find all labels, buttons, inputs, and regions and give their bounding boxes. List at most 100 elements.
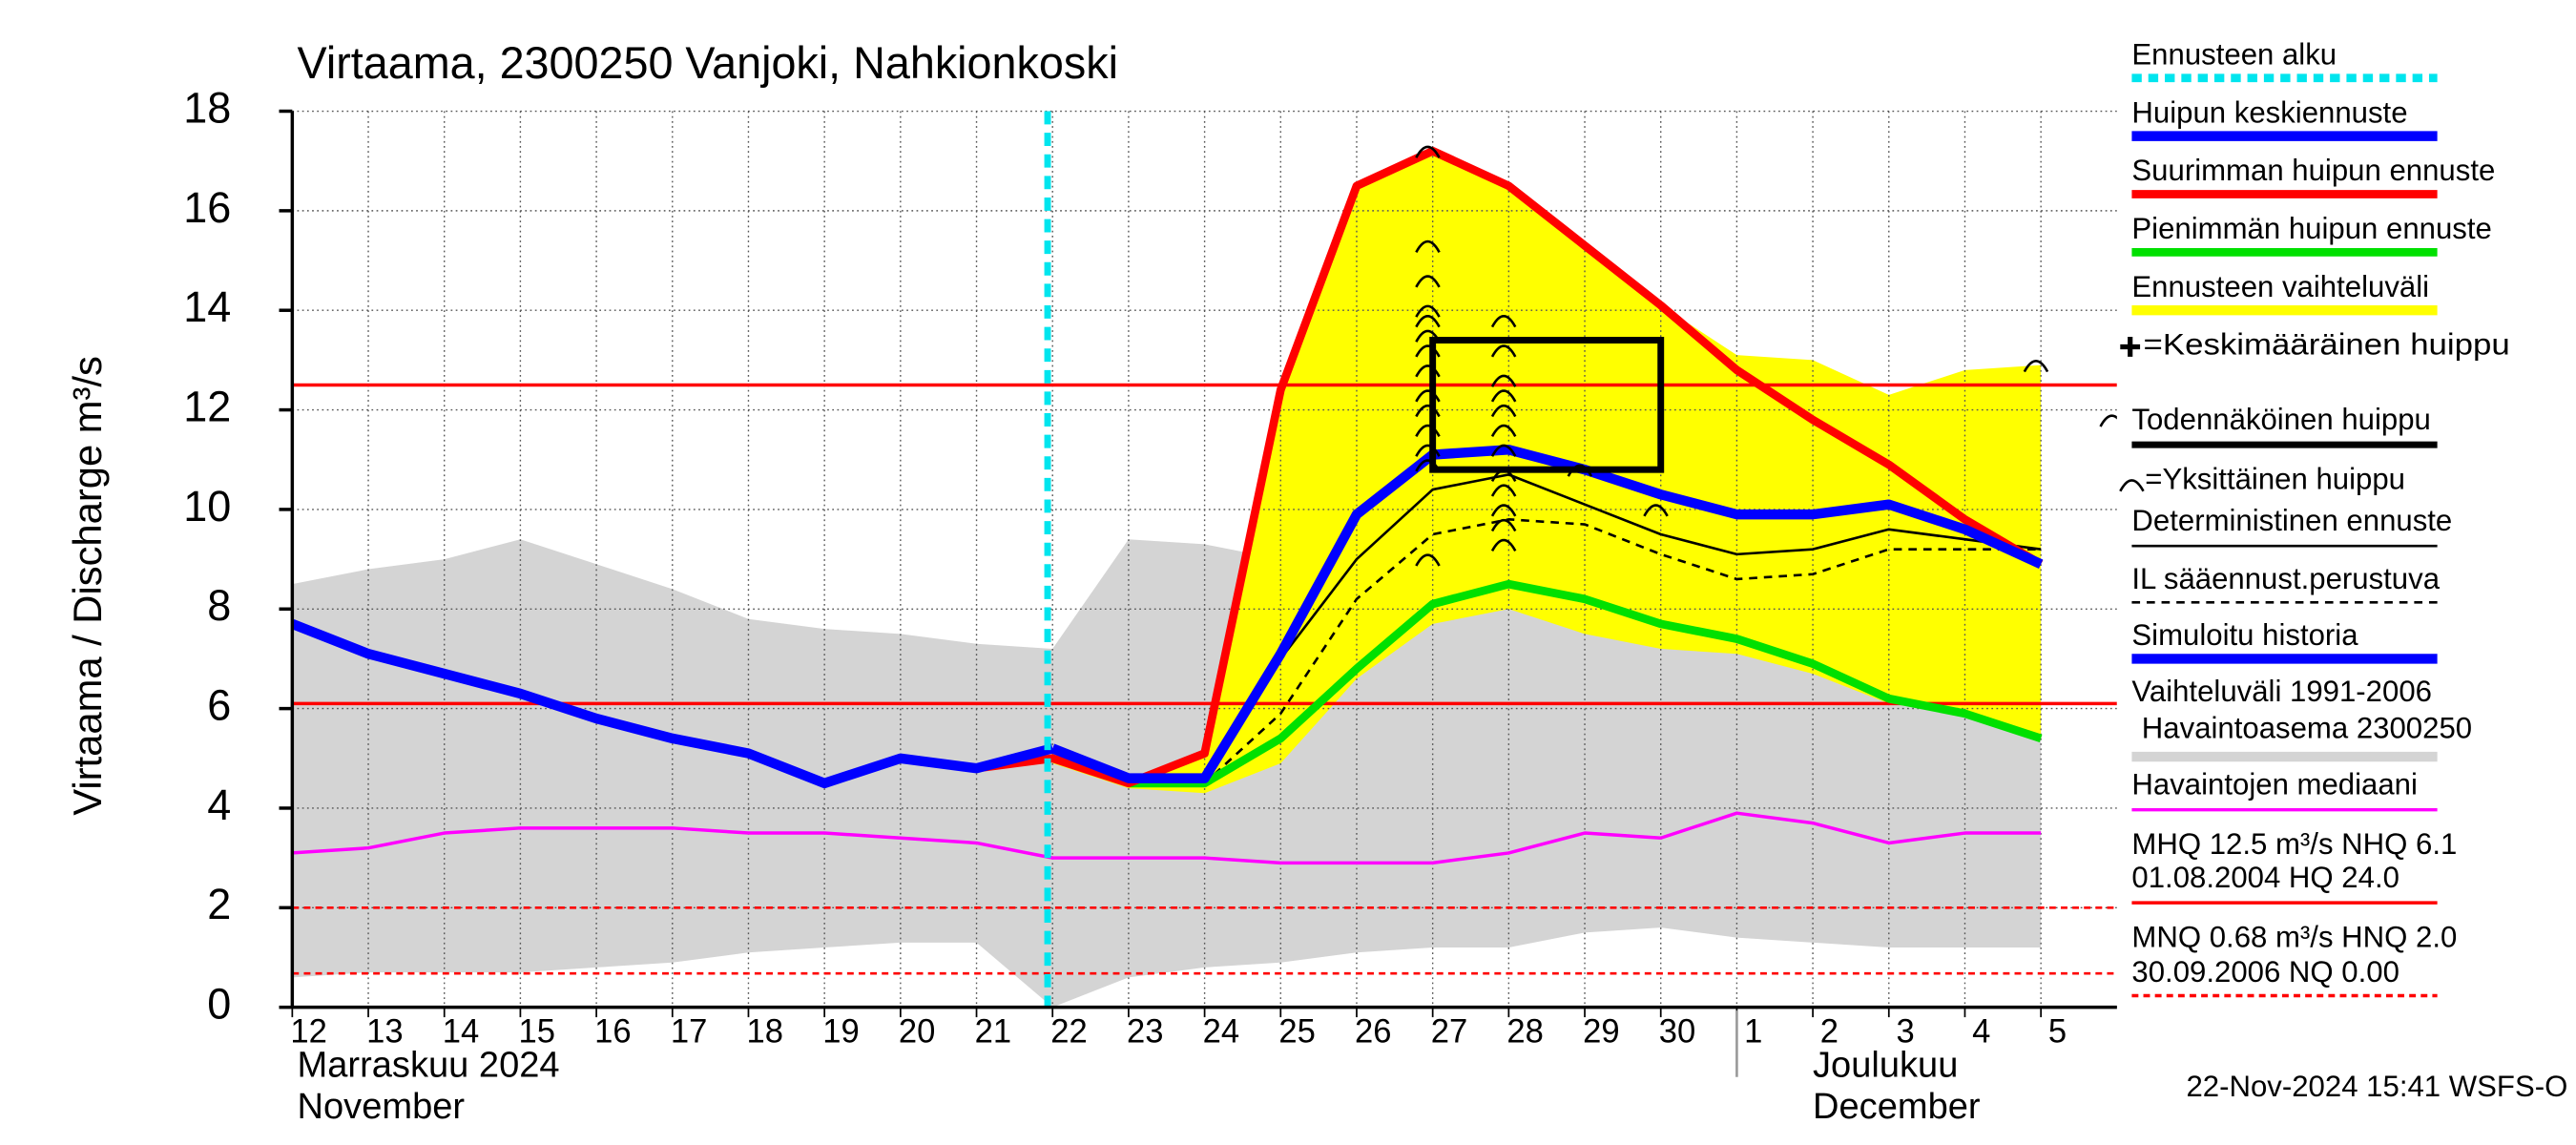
month-label: Marraskuu 2024 xyxy=(298,1044,560,1085)
month-label-en: December xyxy=(1813,1086,1981,1127)
legend-arc xyxy=(2119,479,2145,492)
month-label: Joulukuu xyxy=(1813,1044,1958,1085)
peak-marker xyxy=(1567,464,1593,477)
legend-label: =Yksittäinen huippu xyxy=(2145,463,2405,496)
x-tick-label: 16 xyxy=(594,1014,632,1051)
y-tick-label: 18 xyxy=(183,83,231,132)
peak-marker xyxy=(1415,329,1441,343)
peak-marker xyxy=(1415,404,1441,418)
peak-marker xyxy=(1490,315,1517,328)
legend-label: Ennusteen alku xyxy=(2131,37,2337,71)
series-line xyxy=(975,146,2044,788)
legend-label: Todennäköinen huippu xyxy=(2131,403,2430,436)
peak-marker xyxy=(2099,414,2117,427)
legend-label: Havaintoasema 2300250 xyxy=(2142,711,2472,744)
x-tick-label: 15 xyxy=(518,1014,555,1051)
peak-marker xyxy=(1490,389,1517,403)
legend-label: Vaihteluväli 1991-2006 xyxy=(2131,675,2432,708)
legend-label: Ennusteen vaihteluväli xyxy=(2131,270,2429,303)
series-line xyxy=(1128,518,2042,785)
series-line xyxy=(1128,579,2043,788)
x-tick-label: 13 xyxy=(366,1014,404,1051)
peak-marker xyxy=(1490,468,1517,482)
y-tick-label: 4 xyxy=(207,781,231,829)
x-tick-label: 19 xyxy=(822,1014,860,1051)
legend-label: Simuloitu historia xyxy=(2131,618,2358,652)
peak-marker xyxy=(1415,553,1441,567)
legend-stats: MHQ 12.5 m³/s NHQ 6.1 xyxy=(2131,827,2457,861)
peak-marker xyxy=(1415,459,1441,472)
series-line xyxy=(292,811,2042,865)
peak-marker xyxy=(2023,359,2049,373)
plot xyxy=(292,110,2117,1009)
y-tick-label: 2 xyxy=(207,880,231,928)
x-tick-label: 23 xyxy=(1127,1014,1164,1051)
peak-marker xyxy=(1490,484,1517,497)
x-tick-label: 27 xyxy=(1431,1014,1468,1051)
legend-label: IL sääennust.perustuva xyxy=(2131,562,2440,595)
legend-label: Pienimmän huipun ennuste xyxy=(2131,212,2491,245)
x-tick-label: 18 xyxy=(747,1014,784,1051)
legend-stats: 30.09.2006 NQ 0.00 xyxy=(2131,955,2399,989)
y-tick-label: 6 xyxy=(207,680,231,729)
x-tick-label: 1 xyxy=(1744,1014,1762,1051)
peak-marker xyxy=(1415,389,1441,403)
x-tick-label: 24 xyxy=(1203,1014,1240,1051)
peak-marker xyxy=(1490,538,1517,552)
chart-title: Virtaama, 2300250 Vanjoki, Nahkionkoski xyxy=(298,38,1118,88)
peak-marker xyxy=(1490,518,1517,532)
legend-stats: 01.08.2004 HQ 24.0 xyxy=(2131,861,2399,894)
x-tick-label: 4 xyxy=(1972,1014,1990,1051)
x-tick-label: 29 xyxy=(1583,1014,1620,1051)
x-tick-label: 25 xyxy=(1278,1014,1316,1051)
peak-marker xyxy=(1415,239,1441,253)
x-tick-label: 20 xyxy=(899,1014,936,1051)
y-tick-label: 16 xyxy=(183,183,231,232)
y-tick-label: 10 xyxy=(183,482,231,531)
month-label-en: November xyxy=(298,1086,466,1127)
x-tick-label: 26 xyxy=(1355,1014,1392,1051)
x-tick-label: 14 xyxy=(443,1014,480,1051)
x-tick-label: 2 xyxy=(1820,1014,1839,1051)
x-tick-label: 5 xyxy=(2048,1014,2067,1051)
peak-marker xyxy=(1415,315,1441,328)
x-tick-label: 28 xyxy=(1506,1014,1544,1051)
series-line xyxy=(1050,445,2044,783)
legend-label: Deterministinen ennuste xyxy=(2131,504,2452,537)
x-tick-label: 22 xyxy=(1050,1014,1088,1051)
peak-marker xyxy=(1643,504,1669,517)
x-tick-label: 17 xyxy=(671,1014,708,1051)
peak-marker xyxy=(1415,145,1441,158)
y-tick-label: 12 xyxy=(183,382,231,430)
peak-marker xyxy=(1415,444,1441,457)
peak-box xyxy=(1429,337,1665,473)
x-tick-label: 21 xyxy=(975,1014,1012,1051)
legend-stats: MNQ 0.68 m³/s HNQ 2.0 xyxy=(2131,921,2457,954)
peak-marker xyxy=(1490,504,1517,517)
peak-marker xyxy=(1415,304,1441,318)
peak-marker xyxy=(1490,444,1517,457)
series-line xyxy=(292,619,1054,789)
legend-label: Huipun keskiennuste xyxy=(2131,95,2407,129)
legend-cross xyxy=(2120,337,2141,357)
timestamp: 22-Nov-2024 15:41 WSFS-O xyxy=(2186,1070,2567,1103)
legend-label: Suurimman huipun ennuste xyxy=(2131,154,2495,187)
y-tick-label: 8 xyxy=(207,581,231,630)
y-axis-label: Virtaama / Discharge m³/s xyxy=(65,356,110,816)
x-tick-label: 30 xyxy=(1659,1014,1696,1051)
legend-label: =Keskimääräinen huippu xyxy=(2144,328,2510,362)
peak-marker xyxy=(1490,344,1517,358)
peak-marker xyxy=(1415,424,1441,438)
peak-marker xyxy=(1490,374,1517,387)
peak-marker xyxy=(1490,404,1517,418)
y-tick-label: 14 xyxy=(183,282,231,331)
peak-marker xyxy=(1415,275,1441,288)
peak-marker xyxy=(1415,364,1441,378)
x-tick-label: 12 xyxy=(290,1014,327,1051)
peak-marker xyxy=(1490,424,1517,438)
x-tick-label: 3 xyxy=(1896,1014,1914,1051)
legend-label: Havaintojen mediaani xyxy=(2131,768,2418,802)
y-tick-label: 0 xyxy=(207,979,231,1028)
peak-marker xyxy=(1415,344,1441,358)
